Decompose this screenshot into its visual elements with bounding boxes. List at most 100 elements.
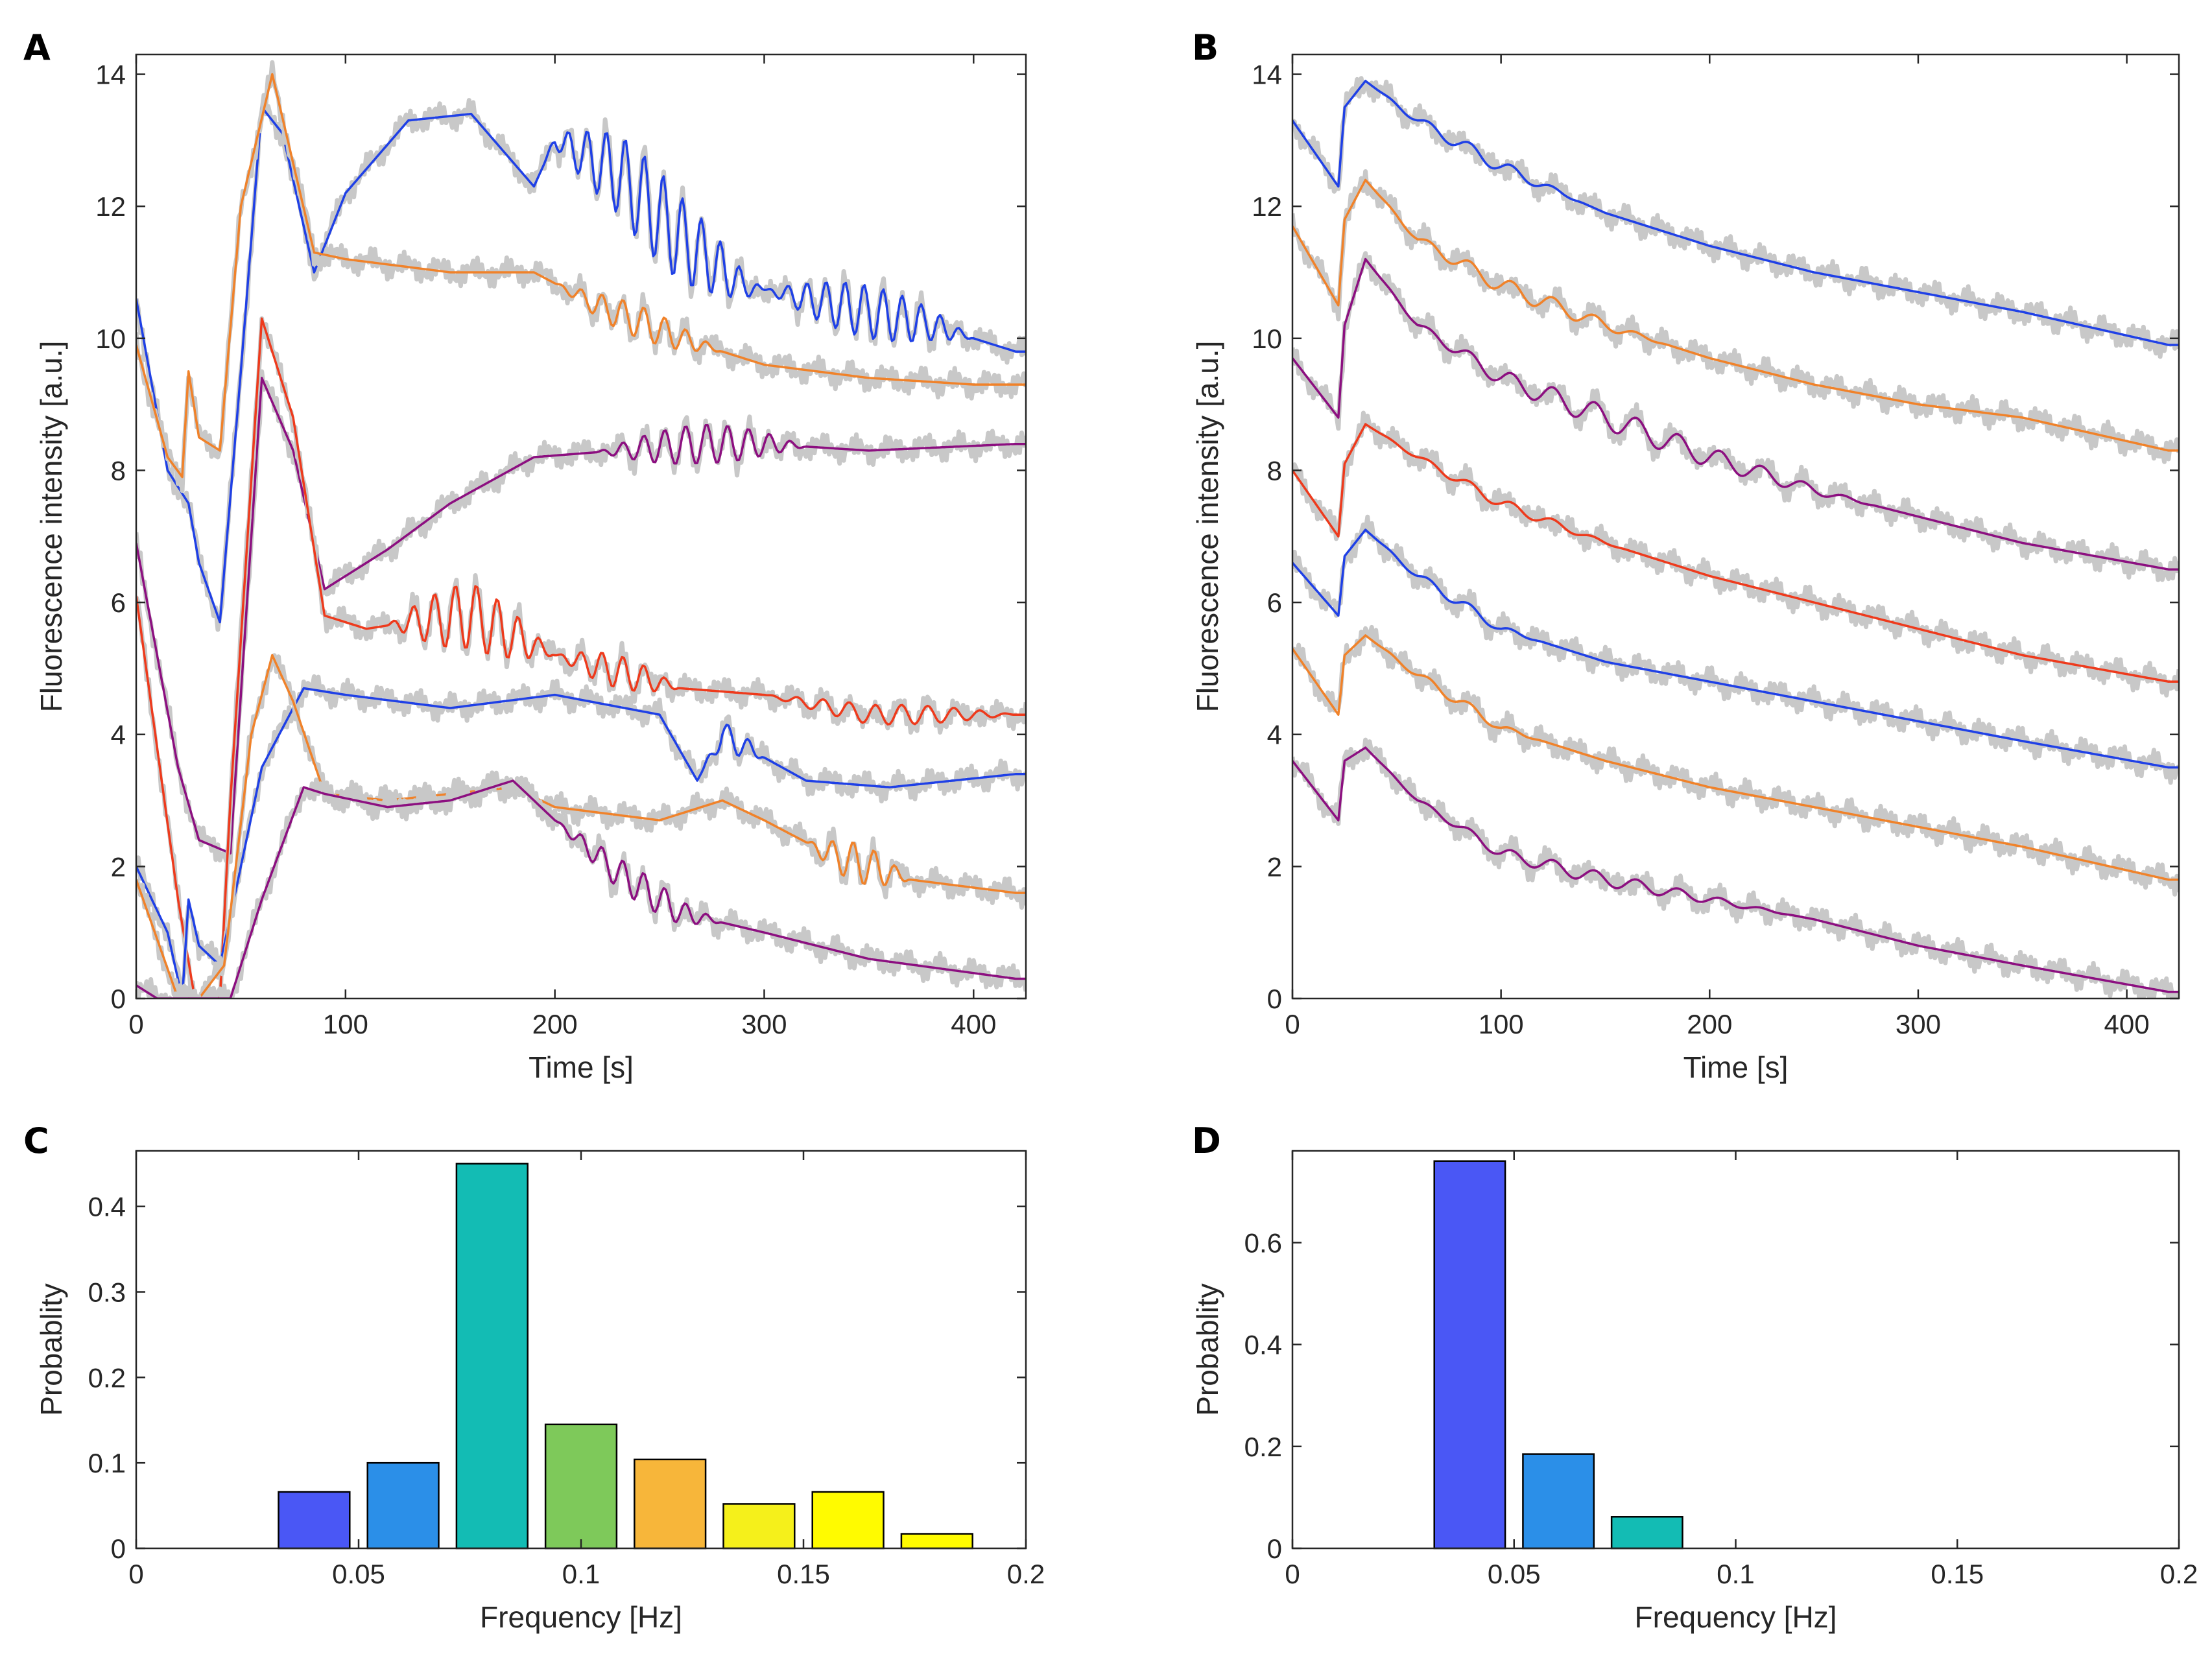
x-tick-label: 300 [741,1009,787,1039]
histogram-bar [900,1533,973,1550]
raw-trace [1292,514,2179,785]
histogram-bar [811,1491,885,1550]
x-tick-label: 200 [532,1009,578,1039]
x-tick-label: 0.15 [1931,1559,1984,1589]
series-line [1292,634,2179,881]
histogram-bar [634,1458,707,1550]
raw-trace [1292,251,2179,582]
series-line [136,377,1026,855]
y-tick-label: 4 [111,720,126,750]
y-tick-label: 6 [1267,587,1282,618]
x-axis-label: Frequency [Hz] [1635,1600,1837,1634]
x-tick-label: 0.15 [777,1559,830,1589]
histogram-bar [455,1163,529,1550]
y-tick-label: 0.1 [88,1448,126,1478]
y-tick-label: 0 [1267,1533,1282,1564]
panel-c-histogram: 0 0.05 0.1 0.15 0.2 0 0.1 0.2 0.3 0.4 Frequency [H… [34,1150,1045,1634]
y-tick-label: 4 [1267,720,1282,750]
x-tick-label: 300 [1896,1009,1941,1039]
raw-trace [1292,410,2179,698]
y-axis-label: Probablity [1191,1283,1224,1416]
series-line [1292,746,2179,993]
y-axis-label: Fluorescence intensity [a.u.] [1191,341,1224,713]
x-tick-label: 400 [2104,1009,2150,1039]
x-tick-label: 0.1 [562,1559,600,1589]
series-line [1292,178,2179,452]
y-tick-label: 0.2 [1244,1432,1282,1462]
series-line [1292,528,2179,769]
y-tick-label: 6 [111,587,126,618]
y-tick-label: 8 [1267,455,1282,486]
x-tick-label: 0.1 [1717,1559,1754,1589]
x-tick-label: 0 [128,1559,143,1589]
y-tick-label: 8 [111,455,126,486]
x-tick-label: 0 [128,1009,143,1039]
series-line [136,654,1026,999]
histogram-bar [544,1423,618,1550]
raw-trace [1292,76,2179,359]
axes-box [135,53,1027,1000]
y-tick-label: 14 [95,60,126,90]
x-tick-label: 0.05 [1488,1559,1541,1589]
y-tick-label: 2 [1267,851,1282,882]
x-axis-label: Time [s] [529,1050,634,1084]
plot-area [136,60,1026,999]
series-line [1292,423,2179,683]
y-tick-label: 10 [95,324,126,354]
panel-b-line-chart: 0 100 200 300 400 0 2 4 6 8 10 12 14 Time [s] Fluoresc… [1191,53,2180,1084]
x-tick-label: 200 [1687,1009,1732,1039]
histogram-bar [1433,1160,1506,1550]
panel-letter-b: B [1192,27,1219,68]
series-line [136,73,1026,479]
x-axis-label: Time [s] [1683,1050,1789,1084]
y-tick-label: 2 [111,851,126,882]
raw-trace [136,674,1026,994]
series-line [1292,257,2179,571]
y-tick-label: 0 [111,1533,126,1564]
panel-letter-a: A [23,27,51,68]
y-axis-label: Fluorescence intensity [a.u.] [34,341,68,713]
panel-d-histogram: 0 0.05 0.1 0.15 0.2 0 0.2 0.4 0.6 Frequency [Hz] P… [1191,1150,2198,1634]
histogram-bar [722,1503,796,1550]
x-tick-label: 0.2 [1007,1559,1045,1589]
y-tick-label: 12 [95,191,126,222]
series-line [136,317,1026,999]
y-tick-label: 0.2 [88,1362,126,1393]
x-tick-label: 0 [1285,1559,1300,1589]
panel-letter-c: C [23,1120,49,1161]
series-line [136,779,1026,999]
histogram-bar [366,1461,440,1550]
y-tick-label: 0 [1267,984,1282,1014]
x-tick-label: 400 [951,1009,996,1039]
panel-a-line-chart: 0 100 200 300 400 0 2 4 6 8 10 12 14 Time [s] Fluoresc… [34,53,1027,1084]
y-tick-label: 0.6 [1244,1227,1282,1258]
raw-trace [1292,624,2179,897]
y-tick-label: 0.4 [1244,1330,1282,1360]
histogram-bar [1522,1453,1595,1550]
x-tick-label: 0 [1285,1009,1300,1039]
y-tick-label: 0.4 [88,1192,126,1222]
raw-trace [136,316,1026,999]
series-line [136,687,1026,999]
x-tick-label: 0.2 [2160,1559,2198,1589]
y-axis-label: Probablity [34,1283,68,1416]
x-tick-label: 100 [1479,1009,1524,1039]
raw-trace [136,369,1026,864]
histogram-bar [1610,1516,1683,1550]
y-tick-label: 0.3 [88,1277,126,1308]
x-axis-label: Frequency [Hz] [480,1600,682,1634]
raw-trace [1292,169,2179,464]
panel-letter-d: D [1192,1120,1221,1161]
y-tick-label: 12 [1252,191,1282,222]
y-tick-label: 0 [111,984,126,1014]
x-tick-label: 0.05 [332,1559,385,1589]
y-tick-label: 14 [1252,60,1282,90]
series-line [1292,79,2179,346]
x-tick-label: 100 [323,1009,368,1039]
axes-box [1291,53,2180,1000]
histogram-bar [278,1491,351,1550]
raw-trace [136,60,1026,493]
y-tick-label: 10 [1252,324,1282,354]
plot-area [1292,76,2179,999]
